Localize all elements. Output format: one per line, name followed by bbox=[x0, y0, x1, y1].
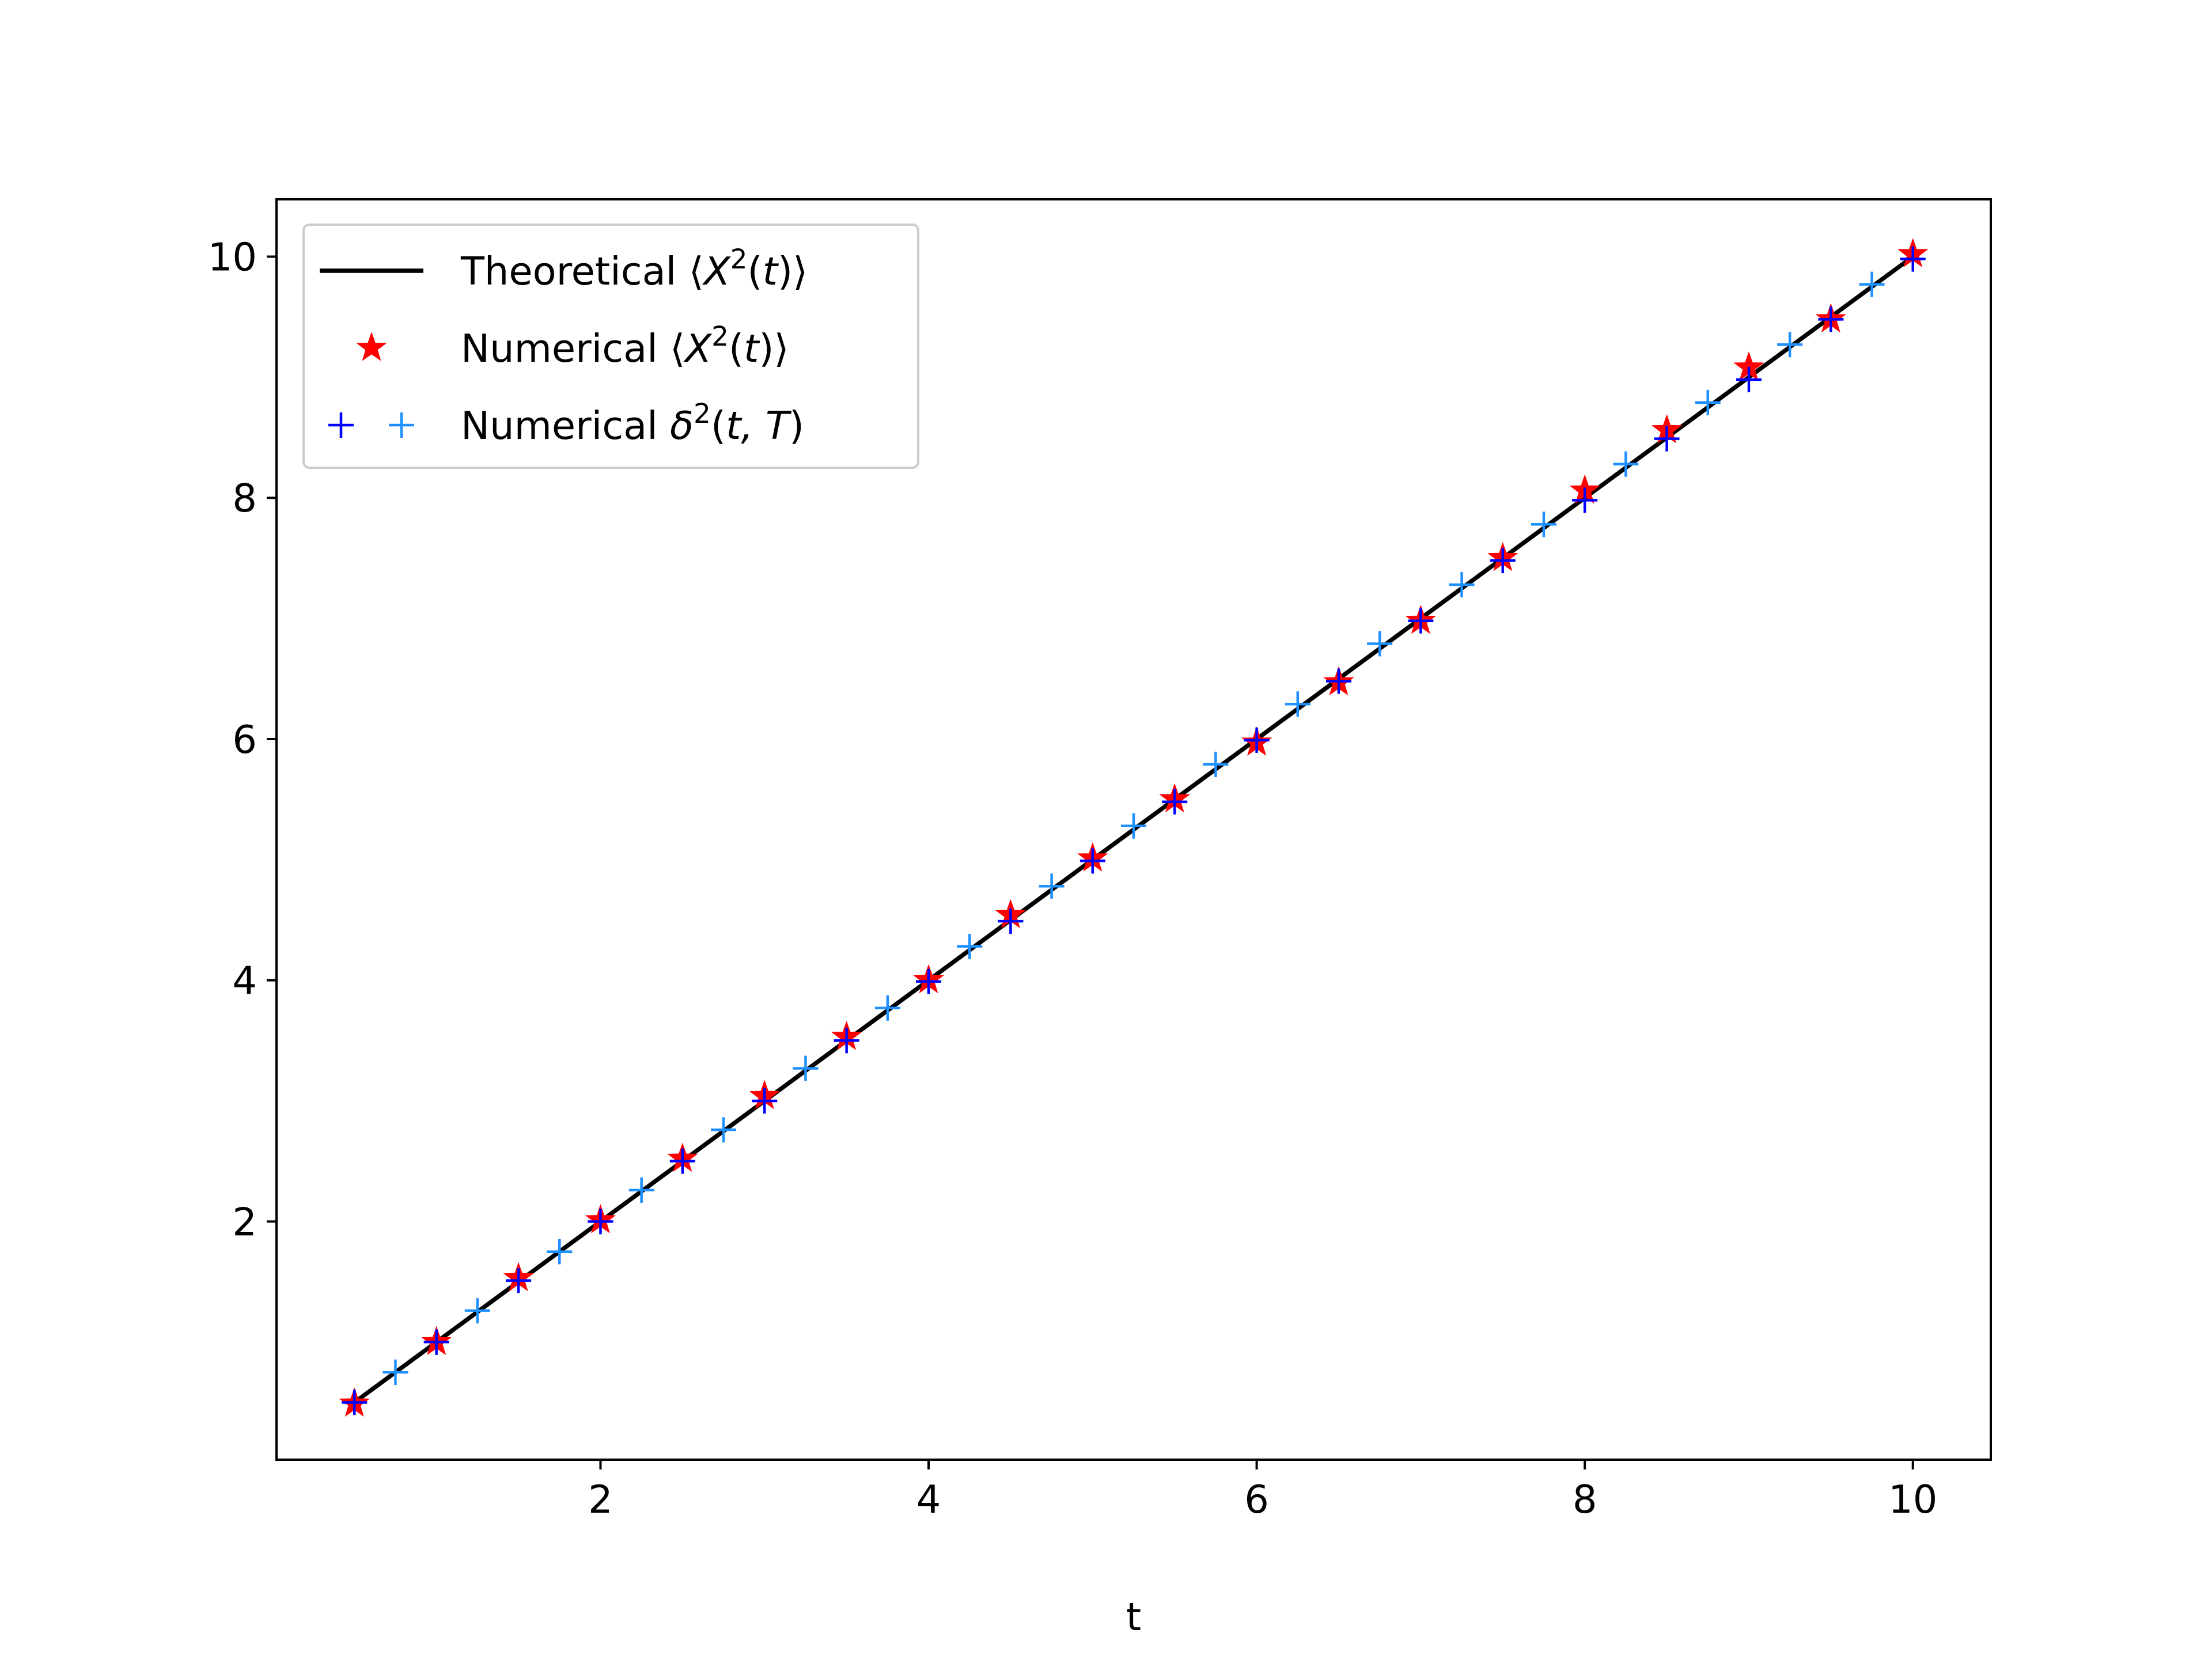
x-tick-label: 8 bbox=[1573, 1477, 1597, 1522]
numerical-delta2-point bbox=[752, 1088, 778, 1114]
numerical-delta2-point bbox=[711, 1117, 737, 1143]
numerical-delta2-point bbox=[1613, 451, 1639, 477]
y-tick-label: 6 bbox=[232, 717, 257, 762]
y-tick-label: 8 bbox=[232, 476, 257, 521]
numerical-delta2-point bbox=[1531, 512, 1556, 537]
numerical-delta2-point bbox=[1900, 246, 1926, 272]
x-tick-label: 4 bbox=[916, 1477, 941, 1522]
numerical-delta2-point bbox=[1572, 487, 1598, 513]
data-layer bbox=[339, 238, 1929, 1417]
y-tick-label: 4 bbox=[232, 959, 257, 1003]
x-tick-label: 6 bbox=[1244, 1477, 1269, 1522]
legend-star-sample bbox=[356, 331, 387, 361]
legend-plus-sample bbox=[328, 412, 354, 438]
numerical-delta2-point bbox=[547, 1238, 573, 1264]
numerical-delta2-point bbox=[1695, 389, 1721, 415]
numerical-delta2-point bbox=[1449, 571, 1475, 597]
legend-entry-label: Numerical δ2(t, T) bbox=[461, 398, 804, 448]
numerical-delta2-point bbox=[1325, 668, 1351, 694]
plot-frame bbox=[275, 198, 1992, 1461]
legend-entry-label: Theoretical ⟨X2(t)⟩ bbox=[460, 244, 808, 294]
x-tick-label: 2 bbox=[588, 1477, 613, 1522]
numerical-delta2-point bbox=[342, 1389, 368, 1415]
numerical-delta2-point bbox=[1654, 426, 1680, 452]
numerical-delta2-point bbox=[916, 968, 942, 994]
ticks-layer: 2 4 6 8 10 2 4 6 8 10 bbox=[208, 234, 1938, 1522]
numerical-delta2-point bbox=[1777, 332, 1803, 358]
numerical-delta2-point bbox=[423, 1329, 449, 1355]
numerical-delta2-point bbox=[506, 1268, 532, 1294]
numerical-delta2-point bbox=[1285, 691, 1310, 717]
numerical-delta2-point bbox=[1490, 548, 1516, 574]
numerical-delta2-point bbox=[1080, 848, 1105, 874]
x-axis-label: t bbox=[1126, 1594, 1141, 1639]
numerical-delta2-point bbox=[1367, 631, 1393, 657]
legend-frame bbox=[302, 224, 919, 469]
legend-entry-label: Numerical ⟨X2(t)⟩ bbox=[461, 321, 789, 371]
numerical-delta2-point bbox=[834, 1028, 859, 1054]
numerical-delta2-point bbox=[1121, 813, 1146, 839]
y-tick-label: 2 bbox=[232, 1199, 257, 1244]
numerical-delta2-point bbox=[588, 1209, 613, 1234]
numerical-delta2-point bbox=[1203, 751, 1229, 777]
numerical-delta2-point bbox=[793, 1055, 819, 1081]
numerical-delta2-point bbox=[464, 1298, 490, 1324]
numerical-delta2-point bbox=[998, 908, 1024, 934]
numerical-delta2-point bbox=[669, 1148, 695, 1174]
numerical-delta2-point bbox=[1408, 608, 1434, 634]
legend-plus-sample bbox=[389, 412, 414, 438]
numerical-delta2-point bbox=[874, 995, 900, 1021]
legend: Theoretical ⟨X2(t)⟩ Numerical ⟨X2(t)⟩ Nume… bbox=[302, 224, 919, 469]
numerical-delta2-point bbox=[1162, 789, 1188, 815]
x-tick-label: 10 bbox=[1888, 1477, 1937, 1522]
numerical-delta2-point bbox=[1039, 873, 1065, 899]
numerical-delta2-point bbox=[628, 1177, 654, 1203]
numerical-delta2-point bbox=[1244, 728, 1270, 753]
numerical-delta2-point bbox=[957, 934, 983, 960]
numerical-delta2-point bbox=[382, 1359, 408, 1385]
numerical-delta2-point bbox=[1736, 367, 1762, 393]
numerical-delta2-point bbox=[1818, 306, 1844, 332]
y-tick-label: 10 bbox=[208, 234, 257, 279]
numerical-delta2-point bbox=[1859, 271, 1885, 297]
